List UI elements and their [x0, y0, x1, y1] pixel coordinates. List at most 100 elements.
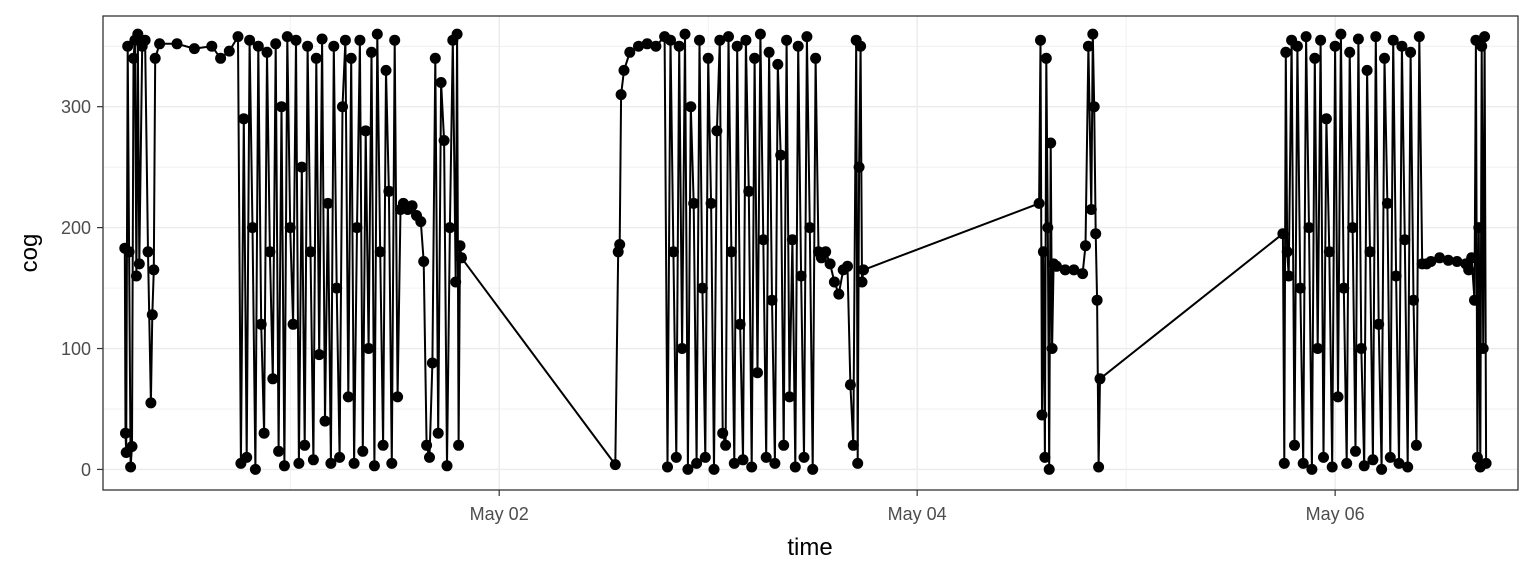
data-point [844, 379, 856, 391]
data-point [1373, 318, 1385, 330]
data-point [1309, 52, 1321, 64]
data-point [858, 264, 869, 276]
data-point [438, 135, 450, 146]
data-point [264, 246, 276, 258]
data-point [435, 77, 447, 88]
data-point [215, 52, 227, 64]
data-point [128, 52, 139, 64]
data-point [696, 282, 708, 294]
data-point [1278, 457, 1290, 469]
data-point [705, 197, 717, 209]
data-point [368, 460, 380, 472]
data-point [618, 64, 630, 76]
data-point [714, 34, 726, 46]
data-point [856, 276, 868, 288]
data-point [453, 439, 465, 451]
data-point [310, 52, 322, 64]
y-axis: 0 100 200 300 [61, 97, 103, 480]
data-point [786, 234, 798, 246]
data-point [789, 461, 801, 473]
data-point [711, 125, 723, 137]
data-point [120, 427, 131, 439]
data-point [238, 113, 250, 125]
data-point [855, 40, 867, 52]
data-point [1381, 197, 1393, 209]
data-point [284, 222, 296, 234]
data-point [146, 309, 158, 321]
data-point [633, 40, 644, 52]
data-point [650, 40, 662, 52]
data-point [673, 40, 685, 52]
data-point [366, 46, 377, 58]
data-point [1347, 222, 1359, 234]
data-point [1291, 40, 1303, 52]
data-point [278, 460, 290, 472]
data-point [421, 439, 433, 451]
data-point [702, 52, 714, 64]
data-point [273, 445, 285, 457]
y-axis-title: cog [16, 234, 43, 273]
data-point [1040, 52, 1052, 64]
data-point [1297, 457, 1309, 469]
data-point [1402, 461, 1414, 473]
data-point [1344, 46, 1356, 58]
data-point [418, 256, 430, 267]
data-point [757, 234, 769, 246]
data-point [432, 427, 444, 439]
data-point [1059, 264, 1071, 276]
data-point [351, 222, 363, 234]
data-point [775, 149, 787, 161]
data-point [1090, 228, 1102, 240]
data-point [641, 38, 653, 50]
data-point [188, 43, 200, 55]
data-point [244, 34, 256, 46]
data-point [252, 40, 264, 52]
data-point [139, 34, 151, 46]
data-point [377, 439, 389, 451]
data-point [784, 391, 795, 403]
data-point [261, 46, 273, 58]
data-point [149, 52, 161, 64]
data-point [665, 34, 676, 46]
data-point [380, 64, 392, 76]
data-point [833, 288, 845, 300]
data-point [852, 457, 864, 469]
data-point [1367, 454, 1379, 466]
data-point [685, 101, 697, 113]
data-point [1094, 373, 1106, 385]
data-point [357, 445, 369, 457]
data-point [249, 463, 261, 475]
data-point [1384, 451, 1396, 463]
data-point [441, 460, 453, 472]
y-tick-label: 0 [81, 460, 91, 480]
data-point [760, 451, 772, 463]
data-point [1091, 294, 1103, 306]
data-point [1480, 457, 1492, 469]
data-point [615, 89, 627, 101]
data-point [1442, 254, 1454, 266]
y-tick-label: 100 [61, 339, 91, 359]
data-point [766, 294, 778, 306]
data-point [1046, 343, 1058, 354]
data-point [772, 58, 784, 70]
data-point [389, 34, 401, 46]
data-point [1466, 252, 1478, 264]
data-point [737, 454, 749, 466]
data-point [1080, 240, 1091, 252]
data-point [1045, 137, 1057, 149]
data-point [1329, 40, 1341, 52]
data-point [299, 439, 311, 451]
data-point [267, 373, 279, 385]
data-point [1303, 222, 1315, 234]
data-point [1469, 294, 1480, 306]
data-point [1387, 34, 1399, 46]
data-point [1300, 31, 1312, 43]
data-point [123, 246, 135, 258]
data-point [424, 451, 435, 463]
data-point [795, 270, 807, 282]
data-point [749, 52, 761, 64]
data-point [1410, 439, 1422, 451]
data-point [1315, 34, 1327, 46]
data-point [1338, 282, 1350, 294]
data-point [386, 457, 398, 469]
